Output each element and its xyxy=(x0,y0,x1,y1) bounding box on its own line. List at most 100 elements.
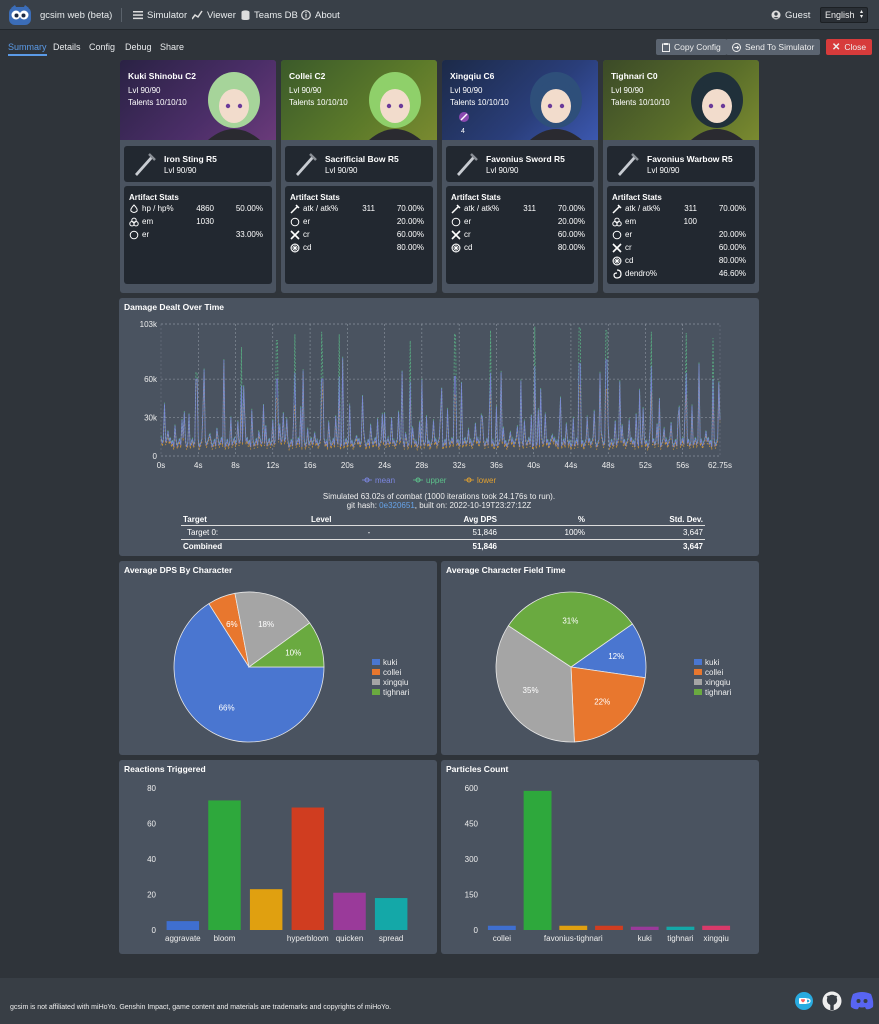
legend-swatch xyxy=(372,679,380,685)
character-talents: Talents 10/10/10 xyxy=(611,98,670,107)
table-header: Target xyxy=(183,515,207,524)
github-icon[interactable] xyxy=(822,991,842,1011)
git-hash-link[interactable]: 0e320651 xyxy=(379,501,415,510)
character-name: Kuki Shinobu C2 xyxy=(128,71,196,81)
cd-icon xyxy=(451,243,461,253)
bar-kuki xyxy=(630,926,659,930)
x-tick-label: 28s xyxy=(415,461,428,470)
table-cell: Combined xyxy=(183,542,223,551)
table-cell: 51,846 xyxy=(472,542,497,551)
gcsim-logo-icon xyxy=(9,5,31,25)
series-line-mean xyxy=(160,357,721,449)
nav-item-about[interactable]: About xyxy=(301,0,340,30)
user-menu[interactable]: Guest xyxy=(771,0,810,30)
tab-details[interactable]: Details xyxy=(53,42,81,52)
brand[interactable]: gcsim web (beta) xyxy=(8,0,112,30)
database-icon xyxy=(241,10,250,20)
legend-label: tighnari xyxy=(383,688,409,697)
character-name: Collei C2 xyxy=(289,71,326,81)
stat-name: cd xyxy=(464,243,473,252)
bar-tighnari xyxy=(666,926,695,930)
table-cell: 3,647 xyxy=(682,542,703,551)
y-tick-label: 60 xyxy=(147,820,156,829)
send-to-simulator-button[interactable]: Send To Simulator xyxy=(726,39,821,55)
stat-name: cd xyxy=(625,256,634,265)
x-tick-label: 4s xyxy=(194,461,202,470)
nav-item-simulator[interactable]: Simulator xyxy=(133,0,187,30)
legend-label: tighnari xyxy=(705,688,731,697)
kofi-icon[interactable] xyxy=(795,992,813,1010)
stat-percent: 70.00% xyxy=(718,204,746,213)
weapon-name: Favonius Sword R5 xyxy=(486,154,565,164)
particles-bar-chart: 0 150 300 450 600 collei favonius-tighnari kuki… xyxy=(465,784,731,943)
legend-label: upper xyxy=(426,476,447,485)
table-total-row: Combined 51,846 3,647 xyxy=(181,540,705,554)
footer: gcsim is not affiliated with miHoYo. Gen… xyxy=(0,978,879,1024)
copy-config-button[interactable]: Copy Config xyxy=(656,39,727,55)
table-cell: - xyxy=(367,528,371,537)
legend-swatch xyxy=(372,659,380,665)
y-tick-label: 60k xyxy=(144,375,158,384)
atk-icon xyxy=(451,204,461,214)
pie-value-label: 12% xyxy=(608,652,624,661)
stat-name: er xyxy=(464,217,472,226)
close-button[interactable]: ✕ Close xyxy=(826,39,873,55)
nav-item-teams-db[interactable]: Teams DB xyxy=(241,0,298,30)
weapon-level: Lvl 90/90 xyxy=(647,166,680,175)
pie-slice-tighnari xyxy=(247,622,325,668)
language-select[interactable]: English ▴ ▾ xyxy=(820,7,868,23)
artifact-stat-row: em 1030 xyxy=(129,216,267,228)
artifact-stat-row: cd 80.00% xyxy=(612,255,750,267)
table-row: Target 0: - 51,846 100% 3,647 xyxy=(181,526,705,540)
stat-percent: 20.00% xyxy=(718,230,746,239)
stat-name: atk / atk% xyxy=(464,204,500,213)
artifact-stats-title: Artifact Stats xyxy=(612,193,662,202)
weapon-box: Iron Sting R5 Lvl 90/90 xyxy=(124,146,272,182)
pie-value-label: 22% xyxy=(594,697,610,706)
x-tick-label: 62.75s xyxy=(708,461,732,470)
field-time-title: Average Character Field Time xyxy=(446,565,566,575)
nav-item-viewer[interactable]: Viewer xyxy=(192,0,236,30)
stat-percent: 33.00% xyxy=(235,230,263,239)
pie-slice-kuki xyxy=(173,603,325,743)
weapon-level: Lvl 90/90 xyxy=(325,166,358,175)
x-tick-label: 0s xyxy=(157,461,165,470)
stat-name: atk / atk% xyxy=(625,204,661,213)
weapon-box: Sacrificial Bow R5 Lvl 90/90 xyxy=(285,146,433,182)
table-header: % xyxy=(577,515,585,524)
artifact-stat-row: cr 60.00% xyxy=(451,229,589,241)
dps-pie-panel: Average DPS By Character 66% 6% 18% 10% kuki… xyxy=(119,561,437,755)
legend-label: kuki xyxy=(383,658,397,667)
artifact-stat-row: atk / atk% 311 70.00% xyxy=(290,203,428,215)
weapon-name: Iron Sting R5 xyxy=(164,154,217,164)
series-line-upper xyxy=(160,326,721,448)
dps-pie-title: Average DPS By Character xyxy=(124,565,233,575)
user-icon xyxy=(771,10,781,20)
y-tick-label: 450 xyxy=(465,820,479,829)
stat-percent: 80.00% xyxy=(718,256,746,265)
weapon-icon xyxy=(457,153,478,176)
character-level: Lvl 90/90 xyxy=(289,86,322,95)
legend-swatch xyxy=(694,669,702,675)
y-tick-label: 150 xyxy=(465,891,479,900)
table-header: Level xyxy=(311,515,332,524)
reactions-title: Reactions Triggered xyxy=(124,764,206,774)
tab-summary[interactable]: Summary xyxy=(8,42,47,56)
dps-table: Target Level Avg DPS % Std. Dev. Target … xyxy=(181,514,705,553)
send-label: Send To Simulator xyxy=(745,42,815,52)
weapon-icon xyxy=(135,153,156,176)
tab-debug[interactable]: Debug xyxy=(125,42,152,52)
stat-name: er xyxy=(625,230,633,239)
tab-share[interactable]: Share xyxy=(160,42,185,52)
artifact-stat-row: atk / atk% 311 70.00% xyxy=(612,203,750,215)
particles-title: Particles Count xyxy=(446,764,509,774)
tab-config[interactable]: Config xyxy=(89,42,116,52)
x-tick-label: 12s xyxy=(266,461,279,470)
stat-value: 311 xyxy=(362,204,375,213)
reactions-panel: Reactions Triggered 0 20 40 60 80 aggravate bl… xyxy=(119,760,437,954)
legend-swatch xyxy=(372,689,380,695)
weapon-icon xyxy=(296,153,317,176)
legend-label: kuki xyxy=(705,658,719,667)
discord-icon[interactable] xyxy=(849,991,875,1011)
x-tick-label: 32s xyxy=(453,461,466,470)
